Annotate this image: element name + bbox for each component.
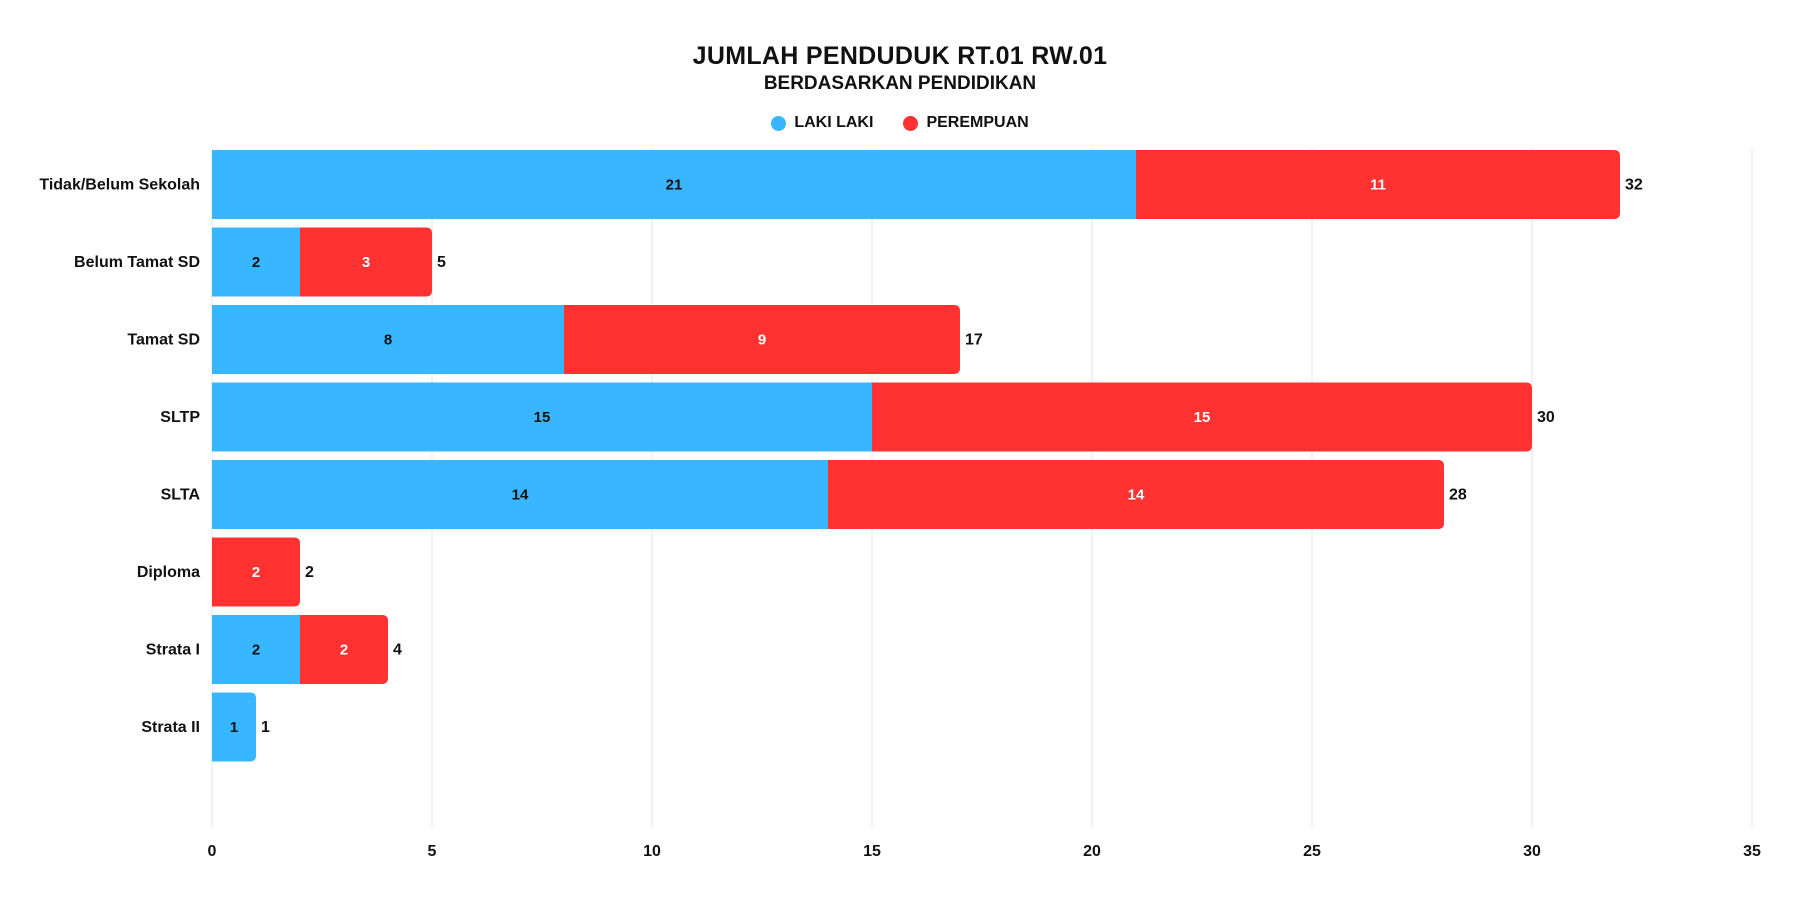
bar-strata-i-perempuan [300,615,388,684]
bar-strata-ii-laki-laki-value: 1 [230,719,238,736]
bar-sltp-laki-laki-value: 15 [534,409,551,426]
bar-tidak-belum-sekolah-laki-laki-value: 21 [666,177,683,194]
total-label-tamat-sd: 17 [965,332,983,349]
total-label-sltp: 30 [1537,409,1555,426]
legend-swatch-laki-laki [771,115,787,131]
category-label-strata-ii: Strata II [141,719,200,736]
bar-slta-perempuan-value: 14 [1128,487,1145,504]
x-tick-label-10: 10 [643,843,661,860]
legend-label-perempuan: PEREMPUAN [926,114,1029,131]
x-tick-label-0: 0 [208,843,217,860]
bar-belum-tamat-sd-laki-laki [212,227,300,297]
bar-strata-i-perempuan-value: 2 [340,642,348,659]
x-tick-label-15: 15 [863,843,881,860]
category-label-diploma: Diploma [137,564,200,581]
bar-belum-tamat-sd-laki-laki-value: 2 [252,254,260,271]
bar-slta-perempuan [828,460,1444,529]
bar-sltp-perempuan [872,382,1532,452]
bar-belum-tamat-sd-perempuan-value: 3 [362,254,370,271]
x-tick-label-20: 20 [1083,843,1101,860]
category-label-belum-tamat-sd: Belum Tamat SD [74,254,200,271]
category-label-tidak-belum-sekolah: Tidak/Belum Sekolah [39,177,200,194]
x-tick-label-25: 25 [1303,843,1321,860]
legend-swatch-perempuan [903,115,919,131]
chart-title: JUMLAH PENDUDUK RT.01 RW.01 [692,42,1108,70]
total-label-tidak-belum-sekolah: 32 [1625,177,1643,194]
bar-tidak-belum-sekolah-perempuan [1136,150,1620,219]
bar-strata-i-laki-laki [212,615,300,684]
legend-item-perempuan: PEREMPUAN [903,114,1029,132]
category-label-slta: SLTA [161,487,201,504]
total-label-strata-i: 4 [393,642,402,659]
chart-legend: LAKI LAKI PEREMPUAN [0,114,1800,132]
x-tick-label-5: 5 [428,843,437,860]
bar-strata-i-laki-laki-value: 2 [252,642,260,659]
total-label-slta: 28 [1449,487,1467,504]
total-label-diploma: 2 [305,564,314,581]
bar-strata-ii-laki-laki [212,692,256,762]
bar-tidak-belum-sekolah-perempuan-value: 11 [1370,177,1386,194]
bar-tidak-belum-sekolah-laki-laki [212,150,1136,219]
total-label-belum-tamat-sd: 5 [437,254,446,271]
legend-item-laki-laki: LAKI LAKI [771,114,873,132]
category-label-strata-i: Strata I [146,642,200,659]
bar-diploma-perempuan-value: 2 [252,564,260,581]
chart-subtitle: BERDASARKAN PENDIDIKAN [763,73,1037,94]
x-tick-label-35: 35 [1743,843,1761,860]
category-label-tamat-sd: Tamat SD [127,332,200,349]
bar-slta-laki-laki [212,460,828,529]
legend-label-laki-laki: LAKI LAKI [794,114,874,131]
bar-tamat-sd-perempuan [564,305,960,374]
category-label-sltp: SLTP [160,409,200,426]
bar-diploma-perempuan [212,537,300,607]
bar-slta-laki-laki-value: 14 [512,487,529,504]
bar-tamat-sd-perempuan-value: 9 [758,332,766,349]
x-tick-label-30: 30 [1523,843,1541,860]
bar-sltp-laki-laki [212,382,872,452]
bar-sltp-perempuan-value: 15 [1194,409,1211,426]
total-label-strata-ii: 1 [261,719,270,736]
bar-belum-tamat-sd-perempuan [300,227,432,297]
bar-tamat-sd-laki-laki [212,305,564,374]
bar-tamat-sd-laki-laki-value: 8 [384,332,392,349]
